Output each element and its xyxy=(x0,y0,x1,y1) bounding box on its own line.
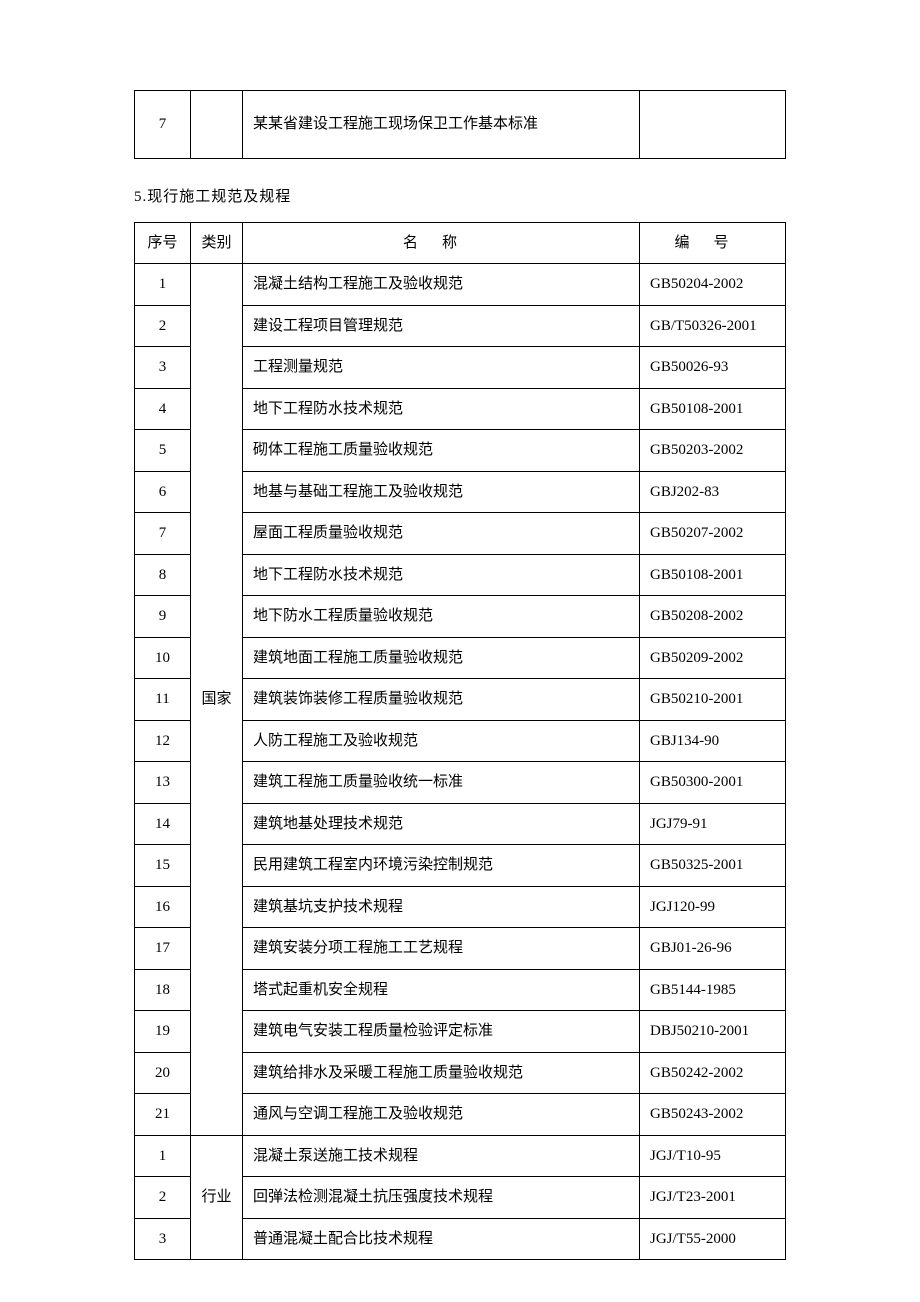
cell-name: 建筑安装分项工程施工工艺规程 xyxy=(243,928,640,970)
cell-seq: 16 xyxy=(135,886,191,928)
cell-name: 普通混凝土配合比技术规程 xyxy=(243,1218,640,1260)
cell-code: JGJ/T23-2001 xyxy=(640,1177,786,1219)
cell-name: 某某省建设工程施工现场保卫工作基本标准 xyxy=(243,91,640,159)
cell-name: 混凝土结构工程施工及验收规范 xyxy=(243,264,640,306)
cell-code: GB5144-1985 xyxy=(640,969,786,1011)
cell-seq: 2 xyxy=(135,305,191,347)
cell-seq: 6 xyxy=(135,471,191,513)
cell-code: GB50026-93 xyxy=(640,347,786,389)
cell-seq: 12 xyxy=(135,720,191,762)
cell-code: GBJ01-26-96 xyxy=(640,928,786,970)
table-previous-fragment: 7 某某省建设工程施工现场保卫工作基本标准 xyxy=(134,90,786,159)
cell-seq: 13 xyxy=(135,762,191,804)
cell-code: JGJ/T55-2000 xyxy=(640,1218,786,1260)
cell-code: GB50204-2002 xyxy=(640,264,786,306)
cell-name: 回弹法检测混凝土抗压强度技术规程 xyxy=(243,1177,640,1219)
cell-code: GB50108-2001 xyxy=(640,554,786,596)
header-name: 名称 xyxy=(243,222,640,264)
cell-code: GB50208-2002 xyxy=(640,596,786,638)
table-row: 1 国家 混凝土结构工程施工及验收规范 GB50204-2002 xyxy=(135,264,786,306)
cell-seq: 20 xyxy=(135,1052,191,1094)
cell-cat xyxy=(191,91,243,159)
cell-code: GBJ202-83 xyxy=(640,471,786,513)
cell-name: 砌体工程施工质量验收规范 xyxy=(243,430,640,472)
cell-code: GB50203-2002 xyxy=(640,430,786,472)
header-seq: 序号 xyxy=(135,222,191,264)
cell-seq: 15 xyxy=(135,845,191,887)
cell-seq: 2 xyxy=(135,1177,191,1219)
cell-name: 地下工程防水技术规范 xyxy=(243,554,640,596)
cell-name: 工程测量规范 xyxy=(243,347,640,389)
cell-seq: 1 xyxy=(135,264,191,306)
table-row: 1 行业 混凝土泵送施工技术规程 JGJ/T10-95 xyxy=(135,1135,786,1177)
cell-code: GB50108-2001 xyxy=(640,388,786,430)
cell-name: 混凝土泵送施工技术规程 xyxy=(243,1135,640,1177)
cell-cat-industry: 行业 xyxy=(191,1135,243,1260)
cell-cat-national: 国家 xyxy=(191,264,243,1136)
table-row: 7 某某省建设工程施工现场保卫工作基本标准 xyxy=(135,91,786,159)
cell-seq: 9 xyxy=(135,596,191,638)
cell-seq: 18 xyxy=(135,969,191,1011)
cell-seq: 1 xyxy=(135,1135,191,1177)
table-header-row: 序号 类别 名称 编号 xyxy=(135,222,786,264)
cell-name: 建设工程项目管理规范 xyxy=(243,305,640,347)
cell-code: DBJ50210-2001 xyxy=(640,1011,786,1053)
cell-seq: 19 xyxy=(135,1011,191,1053)
cell-code xyxy=(640,91,786,159)
cell-seq: 3 xyxy=(135,1218,191,1260)
cell-name: 地基与基础工程施工及验收规范 xyxy=(243,471,640,513)
cell-name: 通风与空调工程施工及验收规范 xyxy=(243,1094,640,1136)
cell-name: 建筑给排水及采暖工程施工质量验收规范 xyxy=(243,1052,640,1094)
cell-name: 塔式起重机安全规程 xyxy=(243,969,640,1011)
cell-code: JGJ120-99 xyxy=(640,886,786,928)
cell-seq: 10 xyxy=(135,637,191,679)
cell-name: 建筑地面工程施工质量验收规范 xyxy=(243,637,640,679)
cell-seq: 17 xyxy=(135,928,191,970)
header-code: 编号 xyxy=(640,222,786,264)
cell-seq: 3 xyxy=(135,347,191,389)
cell-seq: 8 xyxy=(135,554,191,596)
cell-name: 建筑工程施工质量验收统一标准 xyxy=(243,762,640,804)
cell-code: GB50242-2002 xyxy=(640,1052,786,1094)
cell-code: GB50209-2002 xyxy=(640,637,786,679)
cell-seq: 11 xyxy=(135,679,191,721)
cell-code: GB/T50326-2001 xyxy=(640,305,786,347)
cell-name: 地下防水工程质量验收规范 xyxy=(243,596,640,638)
cell-name: 人防工程施工及验收规范 xyxy=(243,720,640,762)
cell-seq: 4 xyxy=(135,388,191,430)
cell-seq: 14 xyxy=(135,803,191,845)
cell-code: GB50300-2001 xyxy=(640,762,786,804)
cell-code: GB50325-2001 xyxy=(640,845,786,887)
cell-seq: 7 xyxy=(135,513,191,555)
cell-name: 建筑地基处理技术规范 xyxy=(243,803,640,845)
cell-name: 屋面工程质量验收规范 xyxy=(243,513,640,555)
cell-code: JGJ/T10-95 xyxy=(640,1135,786,1177)
cell-name: 民用建筑工程室内环境污染控制规范 xyxy=(243,845,640,887)
section-heading: 5.现行施工规范及规程 xyxy=(134,183,786,212)
cell-seq: 21 xyxy=(135,1094,191,1136)
cell-code: GBJ134-90 xyxy=(640,720,786,762)
cell-code: GB50243-2002 xyxy=(640,1094,786,1136)
cell-code: GB50210-2001 xyxy=(640,679,786,721)
header-cat: 类别 xyxy=(191,222,243,264)
cell-name: 建筑电气安装工程质量检验评定标准 xyxy=(243,1011,640,1053)
cell-seq: 7 xyxy=(135,91,191,159)
cell-seq: 5 xyxy=(135,430,191,472)
cell-name: 建筑基坑支护技术规程 xyxy=(243,886,640,928)
standards-table: 序号 类别 名称 编号 1 国家 混凝土结构工程施工及验收规范 GB50204-… xyxy=(134,222,786,1261)
cell-name: 建筑装饰装修工程质量验收规范 xyxy=(243,679,640,721)
cell-code: GB50207-2002 xyxy=(640,513,786,555)
cell-code: JGJ79-91 xyxy=(640,803,786,845)
cell-name: 地下工程防水技术规范 xyxy=(243,388,640,430)
